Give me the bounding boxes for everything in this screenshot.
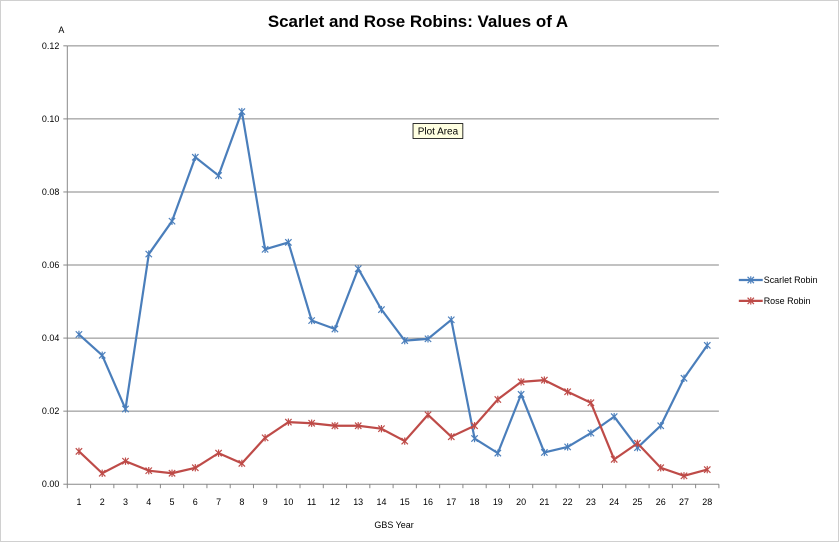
x-tick-label: 13 bbox=[353, 497, 363, 507]
x-tick-label: 2 bbox=[100, 497, 105, 507]
series-scarlet-robin bbox=[75, 107, 711, 457]
y-tick-label: 0.02 bbox=[42, 406, 59, 416]
x-tick-label: 22 bbox=[563, 497, 573, 507]
x-tick-label: 11 bbox=[307, 497, 316, 507]
x-tick-label: 17 bbox=[446, 497, 456, 507]
x-tick-labels: 1 2 3 4 5 6 7 8 9 10 11 12 13 14 15 16 17 18 19 20 21 22 23 24 2… bbox=[66, 484, 720, 507]
series-group bbox=[75, 107, 711, 480]
x-tick-label: 26 bbox=[656, 497, 666, 507]
x-tick-label: 1 bbox=[76, 497, 81, 507]
tooltip-text: Plot Area bbox=[418, 127, 459, 138]
series-line bbox=[78, 110, 709, 455]
series-line bbox=[78, 379, 708, 477]
x-tick-label: 4 bbox=[146, 497, 151, 507]
x-axis-label: GBS Year bbox=[374, 520, 413, 530]
legend: Scarlet Robin Rose Robin bbox=[738, 275, 818, 306]
y-tick-label: 0.08 bbox=[42, 187, 59, 197]
x-tick-label: 12 bbox=[330, 497, 340, 507]
legend-label: Rose Robin bbox=[764, 296, 811, 306]
chart-title: Scarlet and Rose Robins: Values of A bbox=[268, 12, 568, 31]
x-tick-label: 3 bbox=[123, 497, 128, 507]
x-tick-label: 6 bbox=[193, 497, 198, 507]
x-tick-label: 14 bbox=[376, 497, 386, 507]
x-tick-label: 7 bbox=[216, 497, 221, 507]
plot-area-tooltip: Plot Area bbox=[412, 123, 464, 139]
x-tick-label: 8 bbox=[239, 497, 244, 507]
x-tick-label: 20 bbox=[516, 497, 526, 507]
x-tick-label: 9 bbox=[263, 497, 268, 507]
x-tick-label: 28 bbox=[702, 497, 712, 507]
x-tick-label: 15 bbox=[400, 497, 410, 507]
y-tick-label: 0.04 bbox=[42, 333, 59, 343]
y-tick-label: 0.06 bbox=[42, 260, 59, 270]
x-tick-label: 16 bbox=[423, 497, 433, 507]
legend-item: Rose Robin bbox=[738, 296, 811, 306]
tooltip-box bbox=[412, 123, 464, 139]
y-tick-labels: 0.00 0.02 0.04 0.06 0.08 0.10 0.12 bbox=[42, 41, 59, 489]
x-tick-label: 24 bbox=[609, 497, 619, 507]
x-tick-label: 5 bbox=[170, 497, 175, 507]
y-tick-label: 0.00 bbox=[42, 479, 59, 489]
x-tick-label: 18 bbox=[470, 497, 480, 507]
x-tick-label: 23 bbox=[586, 497, 596, 507]
y-axis-label: A bbox=[58, 25, 64, 35]
gridlines bbox=[63, 45, 719, 485]
series-rose-robin bbox=[75, 376, 711, 480]
x-tick-label: 27 bbox=[679, 497, 689, 507]
x-tick-label: 21 bbox=[539, 497, 549, 507]
x-tick-label: 25 bbox=[632, 497, 642, 507]
y-tick-label: 0.10 bbox=[42, 114, 59, 124]
legend-label: Scarlet Robin bbox=[764, 275, 818, 285]
x-tick-label: 10 bbox=[283, 497, 293, 507]
x-tick-label: 19 bbox=[493, 497, 503, 507]
legend-item: Scarlet Robin bbox=[738, 275, 818, 285]
y-tick-label: 0.12 bbox=[42, 41, 59, 51]
